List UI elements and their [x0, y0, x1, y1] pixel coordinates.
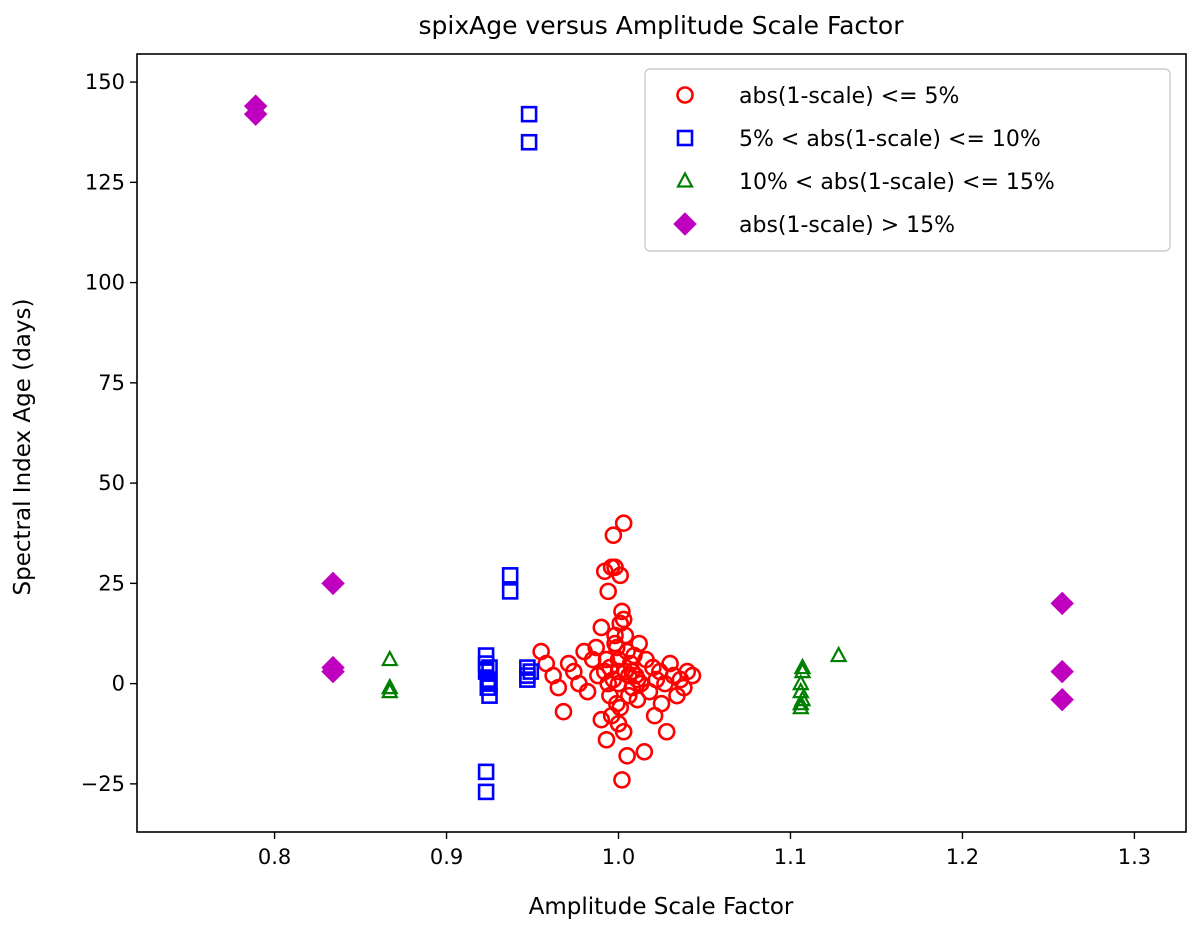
data-point: [595, 662, 614, 681]
data-point: [477, 783, 495, 801]
legend-label: abs(1-scale) <= 5%: [739, 84, 959, 109]
x-tick-label: 0.9: [430, 845, 463, 869]
data-point: [522, 663, 540, 680]
data-point: [481, 675, 498, 692]
data-point: [592, 710, 611, 729]
data-point: [618, 747, 636, 765]
plot-area-border: [136, 53, 1187, 833]
data-point: [380, 681, 399, 699]
data-point: [791, 697, 810, 715]
x-tick-label: 1.3: [1118, 845, 1151, 869]
data-point: [675, 678, 693, 697]
data-point: [620, 666, 638, 685]
y-tick-label: 100: [85, 271, 125, 295]
chart-title: spixAge versus Amplitude Scale Factor: [418, 11, 904, 40]
data-point: [481, 687, 498, 704]
series-1: [532, 514, 702, 789]
data-point: [501, 567, 519, 584]
legend-marker: [676, 129, 694, 147]
data-point: [597, 650, 616, 669]
data-point: [597, 730, 616, 749]
data-point: [630, 634, 648, 653]
data-points: [243, 94, 1074, 801]
legend-label: 5% < abs(1-scale) <= 10%: [739, 127, 1041, 152]
x-axis-ticks: 0.8 0.9 1.0 1.1 1.2 1.3: [258, 832, 1151, 869]
data-point: [321, 571, 345, 596]
data-point: [1050, 591, 1074, 616]
data-point: [611, 566, 630, 585]
x-tick-label: 1.0: [602, 845, 635, 869]
x-axis-label: Amplitude Scale Factor: [529, 894, 794, 920]
legend-marker: [673, 212, 697, 236]
data-point: [578, 682, 597, 701]
data-point: [587, 638, 605, 657]
data-point: [635, 742, 654, 761]
data-point: [549, 678, 568, 697]
y-tick-label: 125: [85, 170, 125, 194]
data-point: [606, 626, 624, 645]
data-point: [380, 677, 399, 695]
data-point: [628, 670, 647, 689]
series-2: [477, 105, 540, 801]
data-point: [501, 583, 519, 600]
data-point: [321, 659, 345, 684]
legend-box: [644, 68, 1171, 252]
y-tick-label: −25: [81, 772, 125, 796]
data-point: [607, 638, 626, 657]
data-point: [1050, 687, 1074, 712]
data-point: [661, 654, 679, 673]
data-point: [614, 722, 633, 741]
data-point: [599, 674, 617, 693]
x-tick-label: 1.2: [946, 845, 979, 869]
data-point: [520, 105, 538, 123]
data-point: [601, 686, 619, 705]
y-axis-ticks: −25 0 25 50 75 100 125 150: [81, 70, 137, 796]
legend: abs(1-scale) <= 5% 5% < abs(1-scale) <= 1…: [644, 68, 1171, 252]
data-point: [592, 618, 611, 637]
series-4: [243, 94, 1074, 712]
data-point: [791, 673, 810, 691]
legend-marker: [676, 171, 694, 188]
series-3: [380, 645, 848, 715]
data-point: [628, 690, 647, 709]
data-point: [613, 602, 631, 621]
legend-marker: [676, 86, 694, 104]
legend-label: 10% < abs(1-scale) <= 15%: [739, 170, 1055, 195]
data-point: [793, 657, 812, 675]
data-point: [613, 771, 631, 789]
x-tick-label: 0.8: [258, 845, 291, 869]
data-point: [604, 526, 623, 545]
data-point: [477, 763, 495, 781]
data-point: [652, 694, 671, 713]
x-tick-label: 1.1: [774, 845, 807, 869]
y-tick-label: 150: [85, 70, 125, 94]
data-point: [520, 133, 538, 151]
data-point: [620, 686, 638, 705]
data-point: [602, 706, 621, 725]
y-axis-label: Spectral Index Age (days): [10, 299, 36, 596]
legend-label: abs(1-scale) > 15%: [739, 213, 955, 238]
data-point: [1050, 659, 1074, 684]
data-point: [829, 645, 848, 663]
data-point: [647, 670, 666, 689]
data-point: [481, 659, 498, 676]
data-point: [243, 102, 268, 126]
y-tick-label: 50: [98, 471, 125, 495]
y-tick-label: 75: [98, 371, 125, 395]
y-tick-label: 25: [98, 571, 125, 595]
data-point: [614, 514, 633, 533]
data-point: [683, 666, 702, 685]
y-tick-label: 0: [112, 672, 125, 696]
data-point: [657, 722, 676, 741]
data-point: [599, 582, 617, 601]
data-point: [793, 689, 812, 707]
plot-frame: [136, 53, 1187, 833]
data-point: [380, 649, 399, 667]
data-point: [554, 702, 573, 721]
